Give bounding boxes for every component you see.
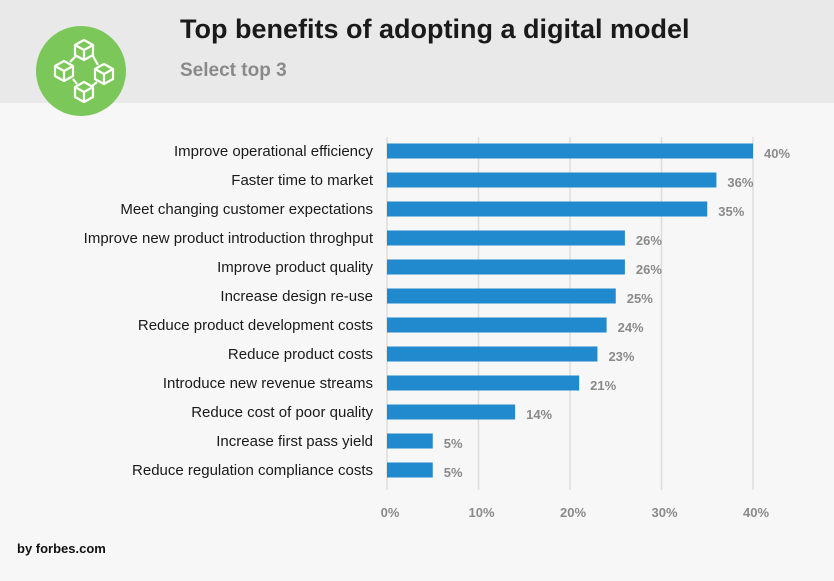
category-label-6: Reduce product development costs xyxy=(138,317,373,334)
value-label-3: 26% xyxy=(636,233,662,248)
header xyxy=(0,0,834,103)
bar-0 xyxy=(387,143,753,159)
bar-3 xyxy=(387,230,625,246)
x-tick-label-0: 0% xyxy=(381,505,400,520)
category-label-5: Increase design re-use xyxy=(220,288,373,305)
source-credit: by forbes.com xyxy=(17,541,106,556)
bar-7 xyxy=(387,346,598,362)
category-label-2: Meet changing customer expectations xyxy=(120,201,373,218)
category-label-10: Increase first pass yield xyxy=(216,433,373,450)
category-label-0: Improve operational efficiency xyxy=(174,143,373,160)
bar-5 xyxy=(387,288,616,304)
value-label-1: 36% xyxy=(727,175,753,190)
value-label-7: 23% xyxy=(608,349,634,364)
value-label-10: 5% xyxy=(444,436,463,451)
x-tick-label-2: 20% xyxy=(560,505,586,520)
x-tick-label-3: 30% xyxy=(651,505,677,520)
value-label-6: 24% xyxy=(618,320,644,335)
bar-4 xyxy=(387,259,625,275)
bar-chart: Improve operational efficiency 40% Faster … xyxy=(84,137,790,520)
bar-11 xyxy=(387,462,433,478)
category-label-1: Faster time to market xyxy=(231,172,374,189)
value-label-5: 25% xyxy=(627,291,653,306)
x-tick-label-1: 10% xyxy=(468,505,494,520)
bar-9 xyxy=(387,404,516,420)
bar-2 xyxy=(387,201,708,217)
category-label-11: Reduce regulation compliance costs xyxy=(132,462,373,479)
bar-1 xyxy=(387,172,717,188)
bar-8 xyxy=(387,375,580,391)
value-label-8: 21% xyxy=(590,378,616,393)
chart-title: Top benefits of adopting a digital model xyxy=(180,14,690,44)
category-label-3: Improve new product introduction throghp… xyxy=(84,230,374,247)
bar-6 xyxy=(387,317,607,333)
category-label-9: Reduce cost of poor quality xyxy=(191,404,373,421)
logo xyxy=(36,26,126,116)
value-label-11: 5% xyxy=(444,465,463,480)
value-label-9: 14% xyxy=(526,407,552,422)
value-label-2: 35% xyxy=(718,204,744,219)
blockchain-cubes-icon xyxy=(53,38,115,104)
x-tick-label-4: 40% xyxy=(743,505,769,520)
value-label-0: 40% xyxy=(764,146,790,161)
category-label-7: Reduce product costs xyxy=(228,346,373,363)
category-label-4: Improve product quality xyxy=(217,259,373,276)
value-label-4: 26% xyxy=(636,262,662,277)
bar-10 xyxy=(387,433,433,449)
category-label-8: Introduce new revenue streams xyxy=(163,375,373,392)
chart-subtitle: Select top 3 xyxy=(180,60,287,81)
